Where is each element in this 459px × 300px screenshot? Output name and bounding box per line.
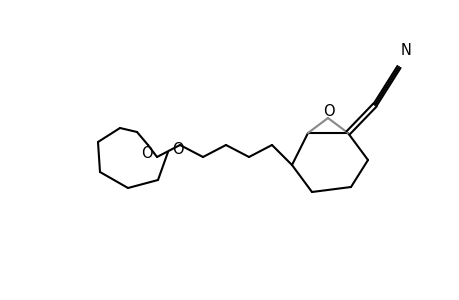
Text: O: O (172, 142, 184, 157)
Text: N: N (400, 43, 410, 58)
Text: O: O (141, 146, 152, 160)
Text: O: O (323, 103, 334, 118)
